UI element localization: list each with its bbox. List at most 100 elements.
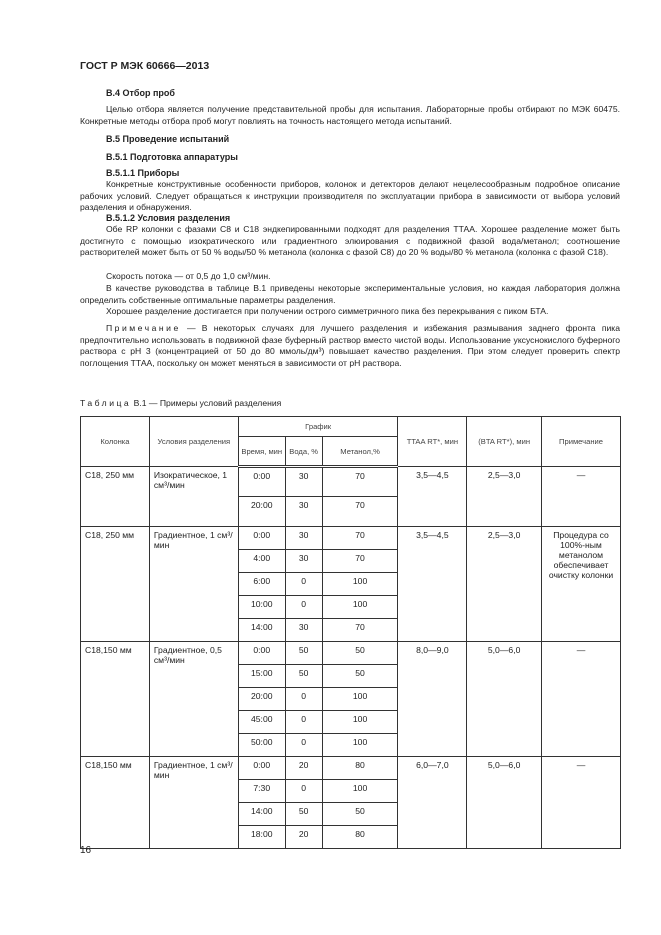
cell-time: 14:00 [237,618,286,642]
cell-time: 20:00 [237,496,286,527]
table-row: 20:00 0 100 [81,687,621,711]
table-row: 20:00 30 70 [81,496,621,527]
cell-methanol: 70 [321,549,399,573]
cell-time: 10:00 [237,595,286,619]
cell-note: — [541,641,621,757]
cell-water: 0 [284,572,323,596]
th-methanol: Метанол,% [321,436,399,468]
cell-column: C18, 250 мм [80,526,150,642]
cell-methanol: 100 [321,595,399,619]
table-label: Таблица [80,398,132,408]
cell-methanol: 100 [321,572,399,596]
section-heading: B.5.1.2 Условия разделения [106,213,231,223]
table-row: 7:30 0 100 [81,779,621,803]
cell-time: 45:00 [237,710,286,734]
cell-note: — [541,466,621,527]
cell-column: C18,150 мм [80,641,150,757]
cell-water: 30 [284,466,323,497]
cell-bta-rt: 5,0—6,0 [466,756,543,849]
cell-column: C18,150 мм [80,756,150,849]
cell-ttaa-rt: 6,0—7,0 [397,756,468,849]
cell-water: 0 [284,779,323,803]
cell-water: 20 [284,756,323,780]
cell-water: 30 [284,549,323,573]
cell-time: 0:00 [237,641,286,665]
table-row: C18,150 мм Градиентное, 1 см³/мин 0:00 20 80… [80,756,621,849]
cell-bta-rt: 2,5—3,0 [466,526,543,642]
cell-water: 50 [284,802,323,826]
cell-conditions: Изократическое, 1 см³/мин [148,466,239,527]
cell-water: 50 [284,641,323,665]
table-row: C18, 250 мм Изократическое, 1 см³/мин 0:00… [80,466,621,527]
page-number: 16 [80,845,92,856]
th-ttaa: TTAA RT*, мин [397,416,468,467]
cell-methanol: 70 [321,618,399,642]
cell-time: 20:00 [237,687,286,711]
cell-bta-rt: 5,0—6,0 [466,641,543,757]
section-heading: B.5.1 Подготовка аппаратуры [106,152,238,162]
paragraph: Скорость потока — от 0,5 до 1,0 см³/мин. [106,271,271,281]
cell-time: 50:00 [237,733,286,757]
paragraph: Обе RP колонки с фазами C8 и C18 эндкепи… [80,224,620,258]
cell-methanol: 80 [321,756,399,780]
cell-methanol: 80 [321,825,399,849]
cell-time: 0:00 [237,526,286,550]
separation-conditions-table: Колонка Условия разделения График TTAA R… [80,416,621,849]
cell-water: 0 [284,595,323,619]
cell-time: 4:00 [237,549,286,573]
cell-water: 30 [284,618,323,642]
table-caption: Таблица B.1 — Примеры условий разделения [80,398,620,410]
cell-time: 0:00 [237,756,286,780]
th-conditions: Условия разделения [148,416,239,467]
cell-ttaa-rt: 8,0—9,0 [397,641,468,757]
cell-water: 0 [284,687,323,711]
cell-water: 0 [284,710,323,734]
cell-conditions: Градиентное, 1 см³/мин [148,756,239,849]
cell-note: Процедура со 100%-ным метанолом обеспечи… [541,526,621,642]
cell-methanol: 70 [321,466,399,497]
cell-time: 6:00 [237,572,286,596]
table-row: 10:00 0 100 [81,595,621,619]
paragraph: Целью отбора является получение представ… [80,104,620,126]
section-heading: B.5.1.1 Приборы [106,168,180,178]
table-row: C18,150 мм Градиентное, 0,5 см³/мин 0:00 50… [80,641,621,757]
cell-bta-rt: 2,5—3,0 [466,466,543,527]
cell-time: 7:30 [237,779,286,803]
cell-ttaa-rt: 3,5—4,5 [397,526,468,642]
note-label: Примечание [106,323,181,333]
cell-water: 30 [284,496,323,527]
cell-conditions: Градиентное, 0,5 см³/мин [148,641,239,757]
cell-ttaa-rt: 3,5—4,5 [397,466,468,527]
cell-water: 0 [284,733,323,757]
cell-water: 20 [284,825,323,849]
note: Примечание — В некоторых случаях для луч… [80,323,620,369]
cell-water: 50 [284,664,323,688]
section-heading: B.5 Проведение испытаний [106,134,230,144]
table-title: B.1 — Примеры условий разделения [131,398,282,408]
th-note: Примечание [541,416,621,467]
cell-methanol: 50 [321,802,399,826]
cell-methanol: 50 [321,641,399,665]
th-column: Колонка [80,416,150,467]
cell-conditions: Градиентное, 1 см³/мин [148,526,239,642]
cell-time: 18:00 [237,825,286,849]
paragraph: Конкретные конструктивные особенности пр… [80,179,620,213]
cell-time: 0:00 [237,466,286,497]
table-row: 18:00 20 80 [81,825,621,849]
cell-water: 30 [284,526,323,550]
th-time: Время, мин [237,436,286,468]
section-heading: B.4 Отбор проб [106,88,175,98]
table-row: C18, 250 мм Градиентное, 1 см³/мин 0:00 30 7… [80,526,621,642]
cell-time: 15:00 [237,664,286,688]
cell-note: — [541,756,621,849]
th-schedule: График [237,416,399,437]
cell-methanol: 50 [321,664,399,688]
cell-methanol: 100 [321,779,399,803]
table-row: 14:00 30 70 [81,618,621,642]
standard-header: ГОСТ Р МЭК 60666—2013 [80,60,210,72]
cell-time: 14:00 [237,802,286,826]
th-water: Вода, % [284,436,323,468]
cell-column: C18, 250 мм [80,466,150,527]
cell-methanol: 70 [321,496,399,527]
